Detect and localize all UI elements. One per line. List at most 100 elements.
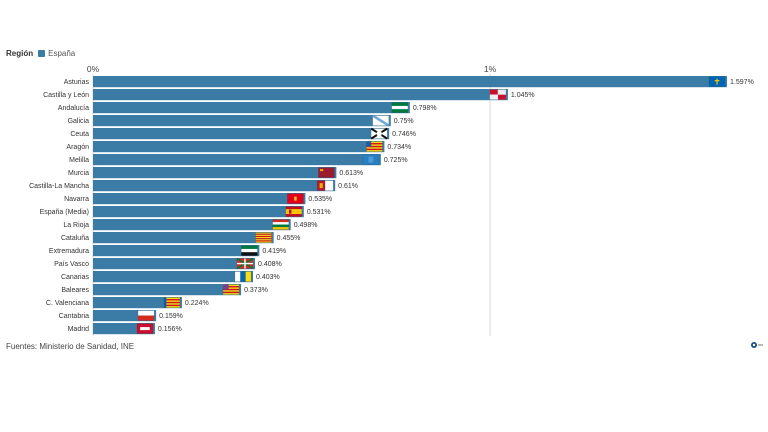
category-label: Navarra [64, 196, 89, 203]
c-valenciana-flag-icon [163, 297, 181, 308]
value-label: 0.613% [339, 170, 363, 177]
extremadura-flag-icon [241, 245, 258, 256]
bar-row: Canarias 0.403% [61, 271, 280, 283]
category-label: Melilla [69, 157, 89, 164]
x-tick-label: 0% [87, 64, 100, 74]
category-label: País Vasco [54, 261, 89, 268]
bar [93, 310, 157, 322]
bar [93, 219, 291, 231]
bar-row: Castilla y León 1.045% [43, 89, 535, 101]
category-label: Baleares [61, 287, 89, 294]
andalucia-flag-icon [391, 102, 409, 113]
bar-row: Extremadura 0.419% [49, 245, 286, 257]
bar-chart: 0% 1% Asturias 1.597% Castilla y León 1.045% A… [29, 64, 754, 336]
bar-row: Madrid 0.156% [68, 323, 182, 335]
bar-row: La Rioja 0.498% [63, 219, 318, 231]
bar [93, 206, 304, 218]
ceuta-flag-icon [370, 127, 388, 140]
melilla-flag-icon [362, 154, 380, 165]
value-label: 0.734% [387, 144, 411, 151]
galicia-flag-icon [372, 114, 390, 127]
castilla-la-mancha-flag-icon [316, 180, 334, 191]
navarra-flag-icon [287, 193, 304, 204]
espana-flag-icon [285, 206, 303, 217]
value-label: 1.597% [730, 79, 754, 86]
category-label: Ceuta [70, 131, 89, 138]
category-label: Castilla-La Mancha [29, 183, 89, 190]
category-label: Cataluña [61, 235, 89, 242]
castilla-y-leon-flag-icon [489, 89, 507, 100]
bar-row: Galicia 0.75% [68, 114, 414, 127]
bar [93, 245, 260, 257]
bar-row: España (Media) 0.531% [40, 206, 331, 218]
cantabria-flag-icon [137, 310, 155, 321]
legend-series-label[interactable]: España [48, 49, 76, 58]
category-label: Aragón [66, 144, 89, 151]
x-tick-label: 1% [484, 64, 497, 74]
bar-row: País Vasco 0.408% [54, 257, 282, 270]
bar [93, 323, 155, 335]
category-label: Castilla y León [43, 92, 89, 99]
bar [93, 258, 255, 270]
category-label: La Rioja [63, 222, 89, 229]
source-note: Fuentes: Ministerio de Sanidad, INE [6, 342, 135, 351]
bar-row: Murcia 0.613% [68, 167, 363, 179]
category-label: Madrid [68, 326, 90, 333]
bar [93, 128, 390, 140]
canarias-flag-icon [234, 271, 252, 282]
bar-row: Melilla 0.725% [69, 154, 408, 166]
value-label: 0.159% [159, 313, 183, 320]
bar [93, 115, 391, 127]
murcia-flag-icon [318, 167, 335, 178]
category-label: Cantabria [59, 313, 89, 320]
la-rioja-flag-icon [272, 219, 289, 230]
bar [93, 89, 508, 101]
value-label: 0.455% [277, 235, 301, 242]
bar [93, 76, 728, 88]
bar-row: Baleares 0.373% [61, 284, 268, 296]
brand-logo-icon [751, 342, 763, 348]
value-label: 0.156% [158, 326, 182, 333]
value-label: 1.045% [511, 92, 535, 99]
legend-swatch[interactable] [38, 50, 46, 57]
bar [93, 141, 385, 153]
category-label: Asturias [64, 79, 90, 86]
category-label: Galicia [68, 118, 90, 125]
bar-row: Castilla-La Mancha 0.61% [29, 180, 358, 192]
value-label: 0.798% [413, 105, 437, 112]
value-label: 0.419% [262, 248, 286, 255]
category-label: Murcia [68, 170, 89, 177]
value-label: 0.61% [338, 183, 358, 190]
bar-row: Asturias 1.597% [64, 76, 754, 88]
category-label: Extremadura [49, 248, 89, 255]
bar [93, 102, 410, 114]
bar [93, 193, 306, 205]
bar [93, 284, 242, 296]
bar [93, 232, 274, 244]
value-label: 0.75% [394, 118, 414, 125]
legend-title: Región [6, 49, 34, 58]
bar [93, 271, 254, 283]
bar-row: Navarra 0.535% [64, 193, 332, 205]
baleares-flag-icon [222, 284, 240, 295]
category-label: España (Media) [40, 209, 89, 216]
bar-row: Andalucía 0.798% [58, 102, 437, 114]
bar-row: Aragón 0.734% [66, 141, 411, 153]
legend: Región España [6, 49, 75, 58]
category-label: C. Valenciana [46, 300, 89, 307]
value-label: 0.373% [244, 287, 268, 294]
value-label: 0.224% [185, 300, 209, 307]
value-label: 0.403% [256, 274, 280, 281]
bar [93, 154, 381, 166]
category-label: Canarias [61, 274, 90, 281]
pais-vasco-flag-icon [236, 257, 254, 270]
category-label: Andalucía [58, 105, 89, 112]
bar [93, 167, 337, 179]
bar [93, 297, 182, 309]
value-label: 0.408% [258, 261, 282, 268]
cataluna-flag-icon [255, 232, 272, 243]
bar [93, 180, 336, 192]
value-label: 0.531% [307, 209, 331, 216]
value-label: 0.498% [294, 222, 318, 229]
value-label: 0.535% [308, 196, 332, 203]
